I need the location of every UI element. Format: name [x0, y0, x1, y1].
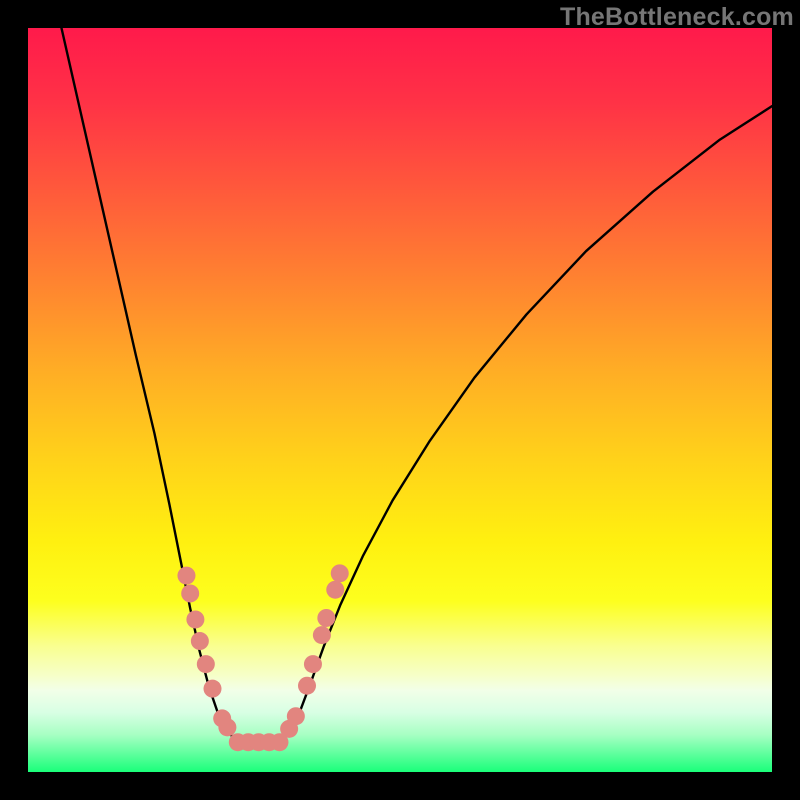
watermark-text: TheBottleneck.com: [560, 3, 794, 32]
data-marker: [331, 564, 349, 582]
data-marker: [317, 609, 335, 627]
data-marker: [313, 626, 331, 644]
data-marker: [186, 610, 204, 628]
data-marker: [218, 718, 236, 736]
data-marker: [304, 655, 322, 673]
data-marker: [197, 655, 215, 673]
chart-svg: [0, 0, 800, 800]
plot-background: [28, 28, 772, 772]
data-marker: [204, 680, 222, 698]
data-marker: [191, 632, 209, 650]
data-marker: [177, 567, 195, 585]
data-marker: [298, 677, 316, 695]
data-marker: [287, 707, 305, 725]
data-marker: [326, 581, 344, 599]
data-marker: [181, 584, 199, 602]
